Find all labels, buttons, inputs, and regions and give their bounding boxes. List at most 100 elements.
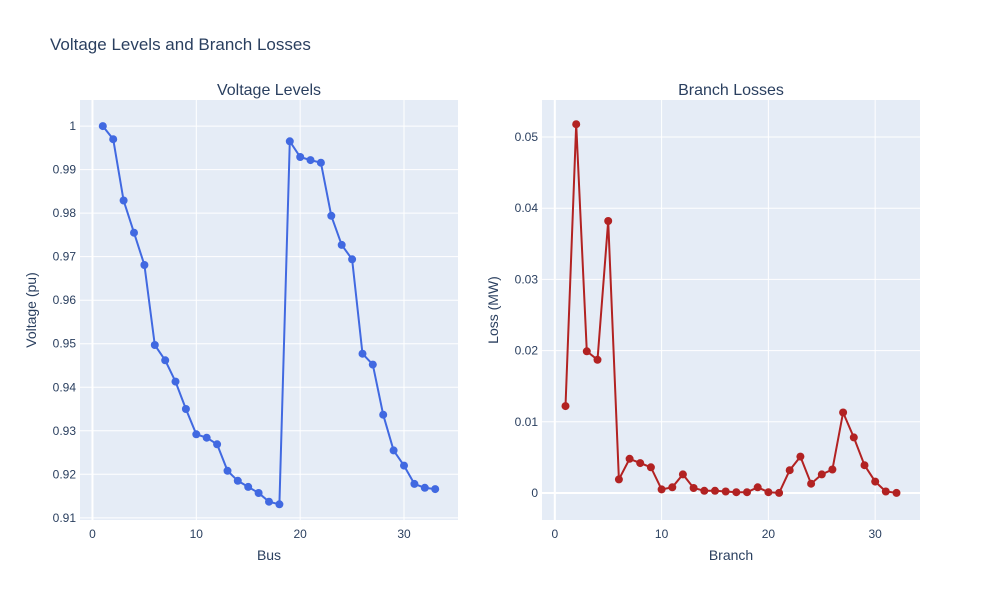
losses-y-tick-label: 0 xyxy=(531,486,538,500)
voltage-data-point xyxy=(150,341,159,349)
losses-y-tick-label: 0.01 xyxy=(515,415,539,429)
voltage-data-point xyxy=(327,211,336,220)
voltage-data-point xyxy=(358,349,367,358)
losses-x-ticks: 0 10 20 30 xyxy=(551,527,882,541)
voltage-data-point xyxy=(389,446,398,455)
voltage-data-point xyxy=(348,255,357,264)
voltage-data-point xyxy=(109,135,118,144)
voltage-y-ticks: 0.91 0.92 0.93 0.94 0.95 0.96 0.97 0.98 0.99 1 xyxy=(53,119,77,525)
losses-data-point xyxy=(828,465,837,474)
losses-data-point xyxy=(807,479,816,488)
voltage-data-point xyxy=(420,483,429,492)
losses-plot-area xyxy=(542,100,920,520)
voltage-y-tick-label: 0.91 xyxy=(53,511,77,525)
voltage-data-point xyxy=(223,466,232,475)
losses-data-point xyxy=(625,454,634,463)
voltage-chart-title: Voltage Levels xyxy=(217,82,321,99)
losses-data-point xyxy=(753,483,762,492)
losses-data-point xyxy=(646,463,655,472)
voltage-y-tick-label: 0.99 xyxy=(53,163,77,177)
voltage-data-point xyxy=(192,430,201,439)
voltage-y-tick-label: 0.98 xyxy=(53,206,77,220)
voltage-data-point xyxy=(265,497,273,506)
voltage-data-point xyxy=(285,137,294,146)
losses-data-point xyxy=(614,475,623,484)
losses-data-point xyxy=(743,488,751,497)
losses-x-tick-label: 0 xyxy=(551,527,558,541)
losses-data-point xyxy=(582,347,591,356)
losses-data-point xyxy=(817,470,826,479)
voltage-data-point xyxy=(296,153,305,161)
voltage-x-tick-label: 10 xyxy=(190,527,204,541)
losses-x-tick-label: 30 xyxy=(868,527,882,541)
losses-data-point xyxy=(849,433,858,442)
losses-data-point xyxy=(657,485,666,494)
voltage-data-point xyxy=(140,261,149,269)
losses-y-tick-label: 0.02 xyxy=(515,344,539,358)
losses-data-point xyxy=(775,488,784,497)
losses-x-tick-label: 10 xyxy=(655,527,669,541)
losses-chart-title: Branch Losses xyxy=(678,82,784,99)
voltage-data-point xyxy=(202,433,211,442)
voltage-data-point xyxy=(244,482,253,491)
losses-data-point xyxy=(871,477,880,486)
losses-series xyxy=(561,120,901,497)
losses-data-point xyxy=(732,488,741,497)
voltage-chart: Voltage Levels 0 10 20 30 0.910.920.930.940… xyxy=(23,82,458,563)
losses-data-point xyxy=(572,120,581,129)
voltage-y-tick-label: 0.93 xyxy=(53,424,77,438)
voltage-data-point xyxy=(400,461,408,470)
losses-data-point xyxy=(700,486,709,495)
losses-gridlines xyxy=(542,100,920,520)
voltage-data-point xyxy=(306,156,315,165)
losses-data-point xyxy=(860,461,869,470)
losses-x-axis-label: Branch xyxy=(709,547,753,563)
figure-title: Voltage Levels and Branch Losses xyxy=(50,35,311,54)
voltage-data-point xyxy=(254,489,263,497)
voltage-data-point xyxy=(130,228,138,237)
voltage-gridlines xyxy=(80,100,458,520)
losses-y-tick-label: 0.03 xyxy=(515,272,539,286)
voltage-y-axis-label: Voltage (pu) xyxy=(23,272,39,348)
voltage-data-point xyxy=(431,485,440,494)
voltage-y-tick-label: 0.95 xyxy=(53,337,77,351)
voltage-data-point xyxy=(233,476,242,485)
voltage-data-point xyxy=(337,240,346,249)
losses-data-point xyxy=(593,355,602,364)
voltage-data-point xyxy=(275,500,284,509)
losses-y-axis-label: Loss (MW) xyxy=(485,276,501,344)
losses-data-point xyxy=(892,488,901,497)
voltage-series xyxy=(98,122,440,509)
voltage-data-point xyxy=(171,377,180,386)
losses-x-tick-label: 20 xyxy=(762,527,776,541)
voltage-y-tick-label: 1 xyxy=(69,119,76,133)
voltage-x-axis-label: Bus xyxy=(257,547,281,563)
losses-y-tick-label: 0.05 xyxy=(515,130,539,144)
voltage-x-ticks: 0 10 20 30 xyxy=(89,527,411,541)
voltage-y-tick-label: 0.97 xyxy=(53,250,77,264)
voltage-data-point xyxy=(379,410,388,419)
voltage-y-tick-label: 0.96 xyxy=(53,293,77,307)
losses-data-point xyxy=(561,402,570,411)
voltage-data-point xyxy=(213,440,222,449)
losses-y-tick-label: 0.04 xyxy=(515,201,539,215)
voltage-x-tick-label: 20 xyxy=(293,527,307,541)
voltage-data-point xyxy=(316,158,325,167)
voltage-data-point xyxy=(119,196,128,205)
losses-chart: Branch Losses 0 10 20 30 00.010.020.030.040… xyxy=(485,82,920,563)
losses-data-point xyxy=(721,487,730,496)
voltage-plot-area xyxy=(80,100,458,520)
losses-data-point xyxy=(668,483,677,492)
losses-data-point xyxy=(604,217,613,225)
losses-data-point xyxy=(839,408,848,417)
losses-data-point xyxy=(678,470,687,479)
losses-y-ticks: 0 0.01 0.02 0.03 0.04 0.05 xyxy=(515,130,539,500)
voltage-x-tick-label: 0 xyxy=(89,527,96,541)
losses-data-point xyxy=(636,459,645,468)
losses-data-point xyxy=(785,466,794,475)
losses-data-point xyxy=(881,487,890,496)
losses-data-point xyxy=(796,452,805,461)
losses-data-point xyxy=(764,488,773,497)
losses-data-point xyxy=(711,486,719,495)
